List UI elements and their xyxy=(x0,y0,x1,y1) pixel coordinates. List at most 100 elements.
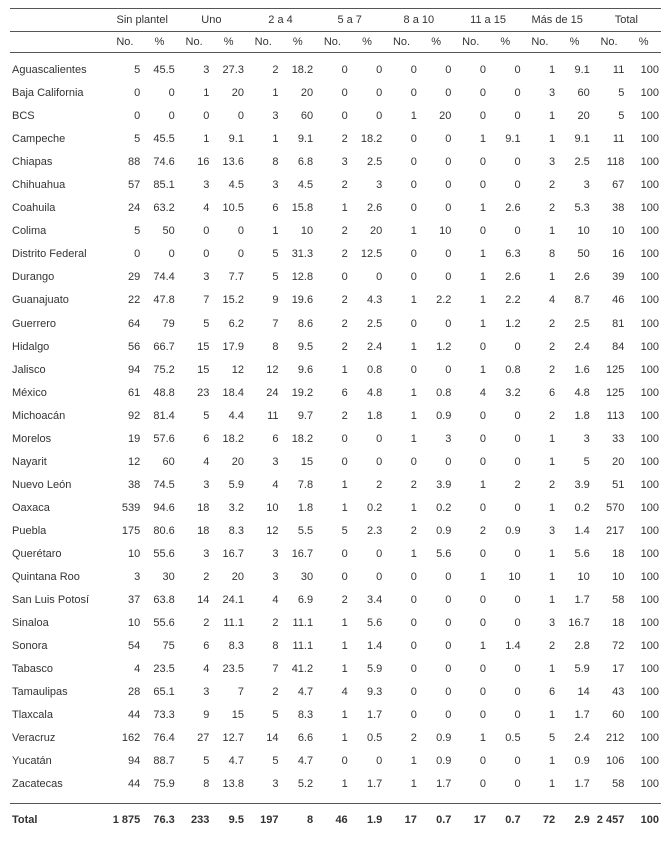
value-no: 94 xyxy=(108,750,143,773)
value-no: 9 xyxy=(246,289,281,312)
value-no: 1 xyxy=(523,497,558,520)
value-pct: 0.9 xyxy=(419,750,454,773)
value-no: 1 xyxy=(523,266,558,289)
state-name: Veracruz xyxy=(10,727,108,750)
value-pct: 5.2 xyxy=(281,773,316,796)
value-pct: 4.3 xyxy=(350,289,385,312)
value-pct: 0 xyxy=(419,266,454,289)
value-no: 8 xyxy=(246,336,281,359)
col-sub: % xyxy=(626,32,661,53)
value-no: 2 xyxy=(523,197,558,220)
value-no: 5 xyxy=(246,750,281,773)
value-pct: 0 xyxy=(419,174,454,197)
value-no: 39 xyxy=(592,266,627,289)
value-no: 1 xyxy=(523,428,558,451)
value-pct: 0 xyxy=(142,82,177,105)
value-no: 1 xyxy=(315,612,350,635)
value-no: 4 xyxy=(246,474,281,497)
value-pct: 24.1 xyxy=(211,589,246,612)
value-pct: 0.7 xyxy=(419,803,454,835)
value-pct: 3.9 xyxy=(419,474,454,497)
value-pct: 19.6 xyxy=(281,289,316,312)
value-no: 0 xyxy=(108,243,143,266)
value-no: 12 xyxy=(246,359,281,382)
value-no: 5 xyxy=(315,520,350,543)
value-pct: 2.6 xyxy=(350,197,385,220)
value-pct: 12.7 xyxy=(211,727,246,750)
value-pct: 100 xyxy=(626,681,661,704)
value-pct: 23.5 xyxy=(142,658,177,681)
value-no: 6 xyxy=(177,635,212,658)
value-no: 118 xyxy=(592,151,627,174)
value-no: 1 xyxy=(315,359,350,382)
value-pct: 9.5 xyxy=(211,803,246,835)
state-name: Coahuila xyxy=(10,197,108,220)
value-pct: 2.6 xyxy=(488,197,523,220)
value-no: 0 xyxy=(453,612,488,635)
value-pct: 2.4 xyxy=(350,336,385,359)
value-no: 4 xyxy=(177,658,212,681)
value-no: 5 xyxy=(108,128,143,151)
value-pct: 0 xyxy=(350,266,385,289)
value-pct: 45.5 xyxy=(142,59,177,82)
value-pct: 100 xyxy=(626,727,661,750)
value-pct: 2.4 xyxy=(557,336,592,359)
value-no: 0 xyxy=(453,428,488,451)
value-no: 57 xyxy=(108,174,143,197)
value-no: 56 xyxy=(108,336,143,359)
table-row: Quintana Roo330220330000011011010100 xyxy=(10,566,661,589)
value-no: 38 xyxy=(108,474,143,497)
table-row: Morelos1957.6618.2618.20013001333100 xyxy=(10,428,661,451)
value-no: 1 xyxy=(315,658,350,681)
value-pct: 2.5 xyxy=(557,151,592,174)
value-no: 2 xyxy=(315,336,350,359)
header-blank xyxy=(10,32,108,53)
value-pct: 47.8 xyxy=(142,289,177,312)
value-pct: 1.2 xyxy=(488,313,523,336)
value-no: 2 xyxy=(384,474,419,497)
value-no: 0 xyxy=(315,82,350,105)
value-no: 3 xyxy=(523,82,558,105)
value-no: 28 xyxy=(108,681,143,704)
value-pct: 9.5 xyxy=(281,336,316,359)
value-pct: 73.3 xyxy=(142,704,177,727)
value-no: 14 xyxy=(177,589,212,612)
state-name: Quintana Roo xyxy=(10,566,108,589)
value-pct: 100 xyxy=(626,59,661,82)
value-no: 1 875 xyxy=(108,803,143,835)
value-no: 1 xyxy=(453,635,488,658)
value-no: 29 xyxy=(108,266,143,289)
value-no: 1 xyxy=(453,727,488,750)
value-pct: 100 xyxy=(626,543,661,566)
value-no: 67 xyxy=(592,174,627,197)
value-pct: 7.8 xyxy=(281,474,316,497)
value-pct: 9.3 xyxy=(350,681,385,704)
value-pct: 100 xyxy=(626,635,661,658)
value-no: 18 xyxy=(592,612,627,635)
value-pct: 4.7 xyxy=(211,750,246,773)
value-no: 0 xyxy=(453,658,488,681)
value-no: 17 xyxy=(384,803,419,835)
value-pct: 9.1 xyxy=(211,128,246,151)
value-pct: 1.6 xyxy=(557,359,592,382)
value-pct: 50 xyxy=(142,220,177,243)
value-no: 5 xyxy=(246,704,281,727)
value-pct: 0 xyxy=(488,428,523,451)
value-pct: 0 xyxy=(350,566,385,589)
table-row: Jalisco9475.21512129.610.80010.821.61251… xyxy=(10,359,661,382)
value-pct: 0 xyxy=(211,105,246,128)
value-pct: 0 xyxy=(419,635,454,658)
value-pct: 0.5 xyxy=(350,727,385,750)
value-pct: 30 xyxy=(281,566,316,589)
value-no: 3 xyxy=(177,681,212,704)
value-pct: 100 xyxy=(626,750,661,773)
value-pct: 100 xyxy=(626,704,661,727)
value-pct: 60 xyxy=(281,105,316,128)
value-no: 0 xyxy=(453,220,488,243)
value-pct: 1.7 xyxy=(350,773,385,796)
value-no: 217 xyxy=(592,520,627,543)
value-no: 3 xyxy=(177,266,212,289)
value-pct: 0 xyxy=(142,105,177,128)
value-pct: 1.4 xyxy=(488,635,523,658)
value-no: 0 xyxy=(453,174,488,197)
